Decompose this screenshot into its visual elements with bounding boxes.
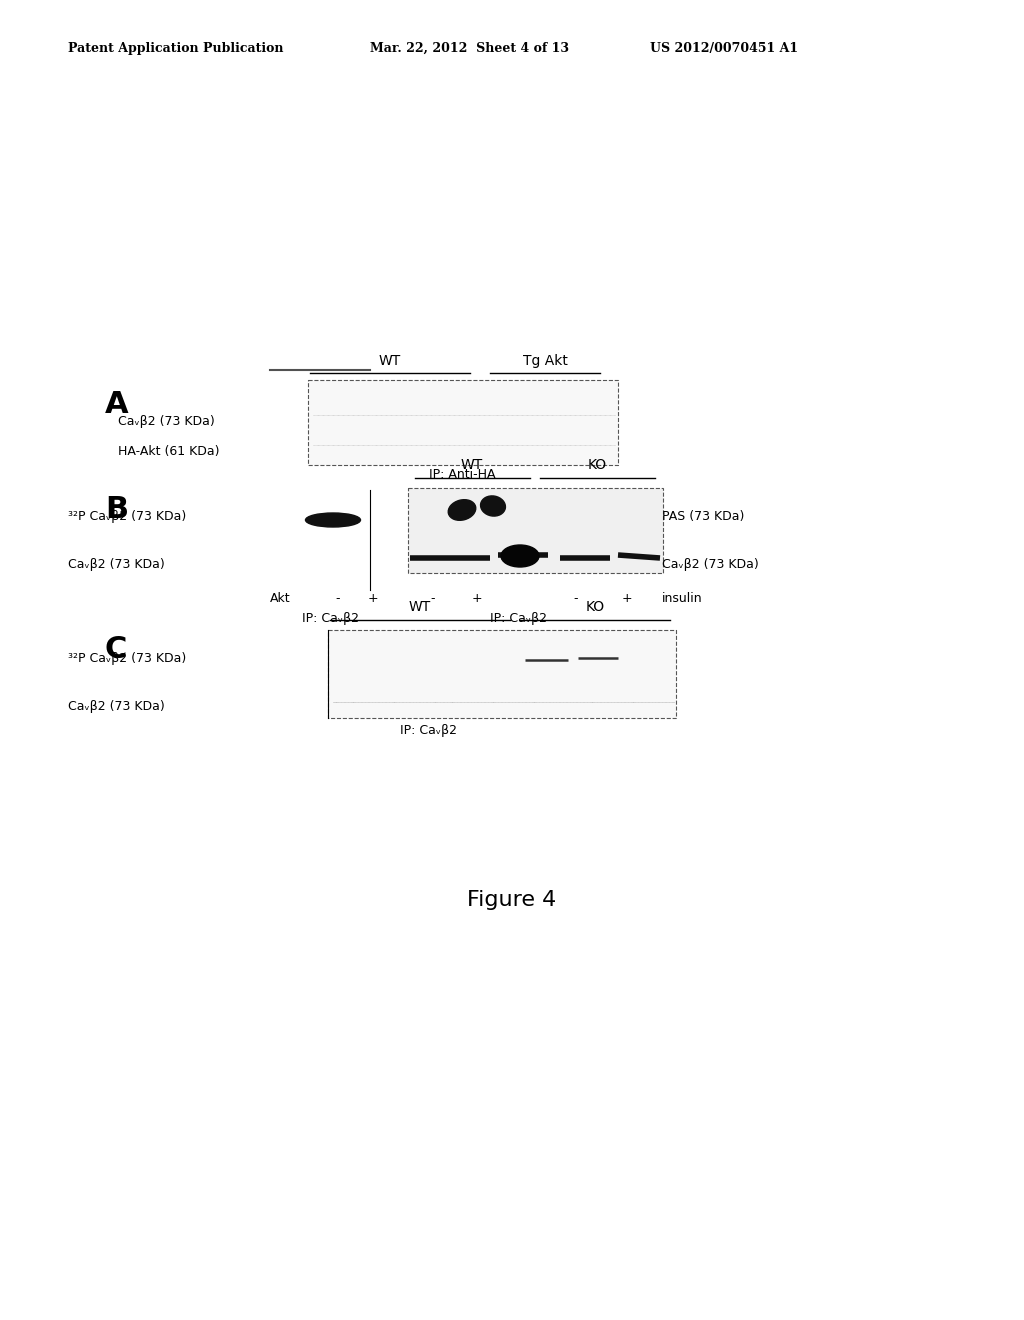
Text: KO: KO [588,458,606,473]
Text: Caᵥβ2 (73 KDa): Caᵥβ2 (73 KDa) [662,558,759,572]
Text: Caᵥβ2 (73 KDa): Caᵥβ2 (73 KDa) [68,558,165,572]
Text: WT: WT [461,458,483,473]
Text: -: - [573,591,578,605]
Text: +: + [622,591,633,605]
Text: +: + [472,591,482,605]
Ellipse shape [305,513,360,527]
Text: Akt: Akt [270,591,291,605]
Text: C: C [105,635,127,664]
FancyBboxPatch shape [328,630,676,718]
Ellipse shape [449,500,476,520]
Text: +: + [368,591,379,605]
Text: IP: Anti-HA: IP: Anti-HA [429,469,496,480]
Text: Figure 4: Figure 4 [467,890,557,909]
Text: WT: WT [379,354,401,368]
FancyBboxPatch shape [308,380,618,465]
Text: Mar. 22, 2012  Sheet 4 of 13: Mar. 22, 2012 Sheet 4 of 13 [370,42,569,55]
Text: -: - [430,591,434,605]
Text: ³²P Caᵥβ2 (73 KDa): ³²P Caᵥβ2 (73 KDa) [68,652,186,665]
Text: IP: Caᵥβ2: IP: Caᵥβ2 [399,723,457,737]
Text: B: B [105,495,128,524]
Ellipse shape [480,496,506,516]
Text: Tg Akt: Tg Akt [522,354,567,368]
Text: WT: WT [409,601,431,614]
Ellipse shape [501,545,539,568]
Text: Caᵥβ2 (73 KDa): Caᵥβ2 (73 KDa) [68,700,165,713]
Text: Patent Application Publication: Patent Application Publication [68,42,284,55]
Text: PAS (73 KDa): PAS (73 KDa) [662,510,744,523]
Text: IP: Caᵥβ2: IP: Caᵥβ2 [489,612,547,624]
Text: IP: Caᵥβ2: IP: Caᵥβ2 [301,612,358,624]
Text: Caᵥβ2 (73 KDa): Caᵥβ2 (73 KDa) [118,414,215,428]
Text: A: A [105,389,129,418]
Text: KO: KO [586,601,604,614]
Text: HA-Akt (61 KDa): HA-Akt (61 KDa) [118,445,219,458]
Text: US 2012/0070451 A1: US 2012/0070451 A1 [650,42,798,55]
FancyBboxPatch shape [408,488,663,573]
Text: ³²P Caᵥβ2 (73 KDa): ³²P Caᵥβ2 (73 KDa) [68,510,186,523]
Text: -: - [335,591,340,605]
Text: insulin: insulin [662,591,702,605]
